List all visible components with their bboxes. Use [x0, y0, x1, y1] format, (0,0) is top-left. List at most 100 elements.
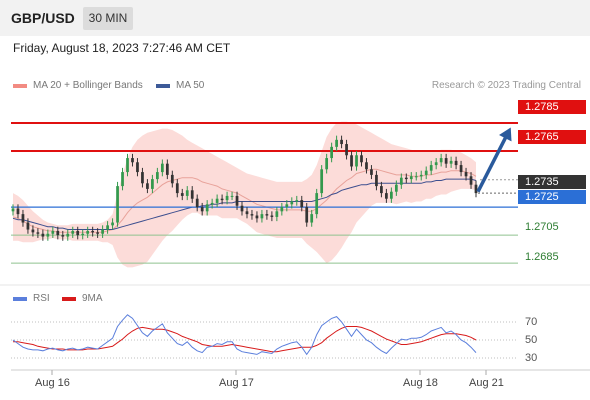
candle-body — [195, 198, 199, 208]
candle-body — [474, 184, 478, 194]
rsi-line — [12, 314, 477, 356]
candle-body — [111, 222, 114, 226]
rsi-level-50: 50 — [525, 334, 538, 346]
rsi-level-30: 30 — [525, 352, 538, 364]
candle-body — [200, 207, 204, 212]
candle-body — [175, 183, 179, 194]
forecast-arrow-icon — [476, 132, 510, 193]
candle-body — [121, 172, 124, 187]
price-label-pivot: 1.2725 — [518, 190, 586, 204]
candle-body — [345, 144, 348, 156]
candle-body — [185, 190, 189, 196]
candle-body — [230, 195, 234, 197]
candle-body — [340, 139, 343, 145]
candle-body — [434, 162, 438, 166]
candle-body — [305, 207, 309, 223]
candle-body — [156, 172, 159, 180]
candle-body — [394, 184, 398, 192]
timestamp: Friday, August 18, 2023 7:27:46 AM CET — [13, 41, 231, 55]
candle-body — [424, 170, 428, 175]
candle-body — [235, 195, 239, 206]
candle-body — [220, 198, 224, 201]
price-label-s2: 1.2685 — [525, 251, 559, 263]
price-label-s1: 1.2705 — [525, 221, 559, 233]
candle-body — [380, 186, 383, 194]
candle-body — [295, 200, 299, 202]
candle-body — [66, 233, 70, 237]
candle-body — [225, 195, 229, 201]
candle-body — [180, 193, 184, 196]
x-label-aug16: Aug 16 — [35, 377, 70, 389]
candle-body — [170, 174, 174, 184]
candle-body — [21, 214, 25, 223]
candle-body — [385, 193, 388, 199]
price-label-last: 1.2735 — [518, 175, 586, 189]
ma20-swatch-icon — [13, 83, 27, 88]
candle-body — [126, 158, 129, 173]
candle-body — [325, 158, 329, 170]
candle-body — [260, 214, 264, 219]
x-label-aug17: Aug 17 — [219, 377, 254, 389]
candle-body — [275, 211, 279, 217]
symbol-title: GBP/USD — [11, 10, 75, 26]
candle-body — [210, 202, 214, 205]
candle-body — [205, 204, 209, 212]
ma20-line — [12, 168, 477, 233]
candle-body — [160, 163, 164, 173]
candle-body — [245, 211, 249, 215]
candle-body — [151, 179, 154, 189]
legend-ma20-label: MA 20 + Bollinger Bands — [33, 80, 143, 91]
candle-body — [404, 177, 408, 180]
candle-body — [255, 215, 259, 219]
candle-body — [26, 222, 30, 230]
candle-body — [375, 174, 378, 187]
rsi-ma-swatch-icon — [62, 296, 76, 301]
rsi-ma-line — [13, 326, 477, 353]
candle-body — [439, 158, 443, 163]
candle-body — [56, 230, 60, 236]
candle-body — [240, 205, 244, 212]
candle-body — [36, 232, 40, 234]
candle-body — [215, 198, 219, 203]
forecast-arrowhead-icon — [499, 127, 512, 142]
candle-body — [165, 163, 169, 175]
candle-body — [315, 193, 319, 215]
price-label-r1: 1.2765 — [518, 130, 586, 144]
candle-body — [46, 233, 50, 237]
candle-body — [96, 232, 100, 234]
candle-body — [419, 174, 423, 177]
legend-rsi-ma-label: 9MA — [82, 293, 103, 304]
ma50-line — [12, 178, 477, 230]
candle-body — [81, 233, 85, 236]
candle-body — [300, 200, 304, 208]
candle-body — [360, 155, 363, 163]
candle-body — [464, 172, 468, 177]
candle-body — [131, 158, 134, 163]
candle-body — [106, 225, 109, 230]
candle-body — [86, 230, 90, 234]
timeframe-button[interactable]: 30 MIN — [83, 7, 133, 30]
candle-body — [71, 230, 75, 234]
candle-body — [459, 165, 463, 173]
candle-body — [414, 176, 418, 178]
candle-body — [190, 190, 194, 199]
candle-body — [350, 155, 353, 167]
legend-ma20: MA 20 + Bollinger Bands — [13, 80, 143, 91]
candle-body — [31, 229, 35, 233]
candle-body — [61, 235, 65, 237]
legend-ma50-label: MA 50 — [176, 80, 205, 91]
candle-body — [429, 165, 433, 171]
candle-body — [16, 208, 20, 215]
legend-ma50: MA 50 — [156, 80, 204, 91]
legend-rsi: RSI — [13, 293, 50, 304]
candle-body — [355, 155, 358, 167]
candle-body — [76, 230, 80, 236]
candle-body — [290, 201, 294, 205]
candle-body — [116, 186, 119, 223]
candle-body — [449, 160, 453, 164]
candle-body — [51, 230, 55, 234]
candle-body — [250, 214, 254, 216]
candle-body — [370, 169, 373, 175]
bollinger-band — [13, 121, 476, 268]
